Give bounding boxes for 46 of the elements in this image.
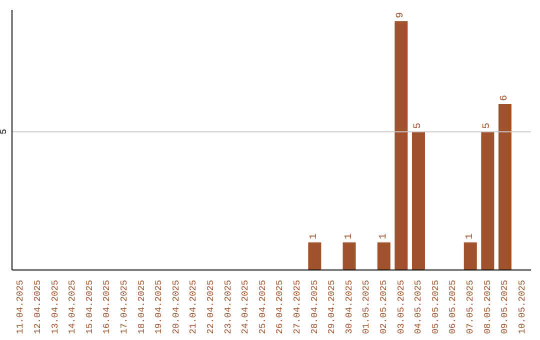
- x-tick-label: 07.05.2025: [465, 280, 476, 334]
- x-tick-label: 16.04.2025: [102, 280, 112, 334]
- bar: [498, 104, 512, 270]
- x-tick-label: 14.04.2025: [68, 280, 78, 334]
- data-label: 1: [464, 233, 476, 240]
- x-tick-label: 11.04.2025: [16, 280, 26, 334]
- data-label: 1: [344, 233, 355, 240]
- x-tick-label: 17.04.2025: [119, 280, 130, 334]
- x-tick-label: 01.05.2025: [362, 280, 372, 334]
- data-label: 1: [378, 233, 390, 240]
- bar: [377, 242, 390, 270]
- x-tick-label: 06.05.2025: [448, 280, 458, 334]
- x-tick-label: 24.04.2025: [240, 280, 251, 334]
- data-label: 5: [482, 122, 494, 129]
- x-tick-label: 19.04.2025: [154, 280, 164, 334]
- bar: [412, 132, 425, 270]
- x-tick-label: 28.04.2025: [310, 280, 320, 334]
- x-tick-label: 05.05.2025: [430, 280, 441, 334]
- x-tick-label: 30.04.2025: [344, 280, 354, 334]
- bar: [308, 242, 322, 270]
- x-tick-label: 18.04.2025: [136, 280, 147, 334]
- x-tick-label: 03.05.2025: [396, 280, 406, 334]
- bar: [481, 132, 494, 270]
- x-tick-label: 09.05.2025: [500, 280, 510, 334]
- x-tick-label: 25.04.2025: [258, 280, 268, 334]
- data-label: 9: [396, 12, 407, 18]
- x-tick-label: 10.05.2025: [517, 280, 528, 334]
- bar: [394, 21, 408, 270]
- x-tick-label: 29.04.2025: [327, 280, 338, 334]
- x-tick-label: 02.05.2025: [378, 280, 389, 334]
- data-label: 6: [499, 95, 510, 102]
- x-tick-label: 26.04.2025: [275, 280, 286, 334]
- data-label: 1: [309, 233, 320, 240]
- bar: [342, 242, 356, 270]
- x-tick-label: 08.05.2025: [482, 280, 493, 334]
- x-tick-label: 12.04.2025: [32, 280, 43, 334]
- data-label: 5: [412, 122, 424, 129]
- x-tick-label: 21.04.2025: [188, 280, 199, 334]
- x-tick-label: 27.04.2025: [292, 280, 302, 334]
- x-tick-label: 22.04.2025: [206, 280, 216, 334]
- x-tick-label: 23.04.2025: [223, 280, 234, 334]
- x-tick-label: 13.04.2025: [50, 280, 60, 334]
- bar: [464, 242, 477, 270]
- x-tick-label: 04.05.2025: [414, 280, 424, 334]
- x-tick-label: 15.04.2025: [84, 280, 95, 334]
- x-tick-label: 20.04.2025: [171, 280, 182, 334]
